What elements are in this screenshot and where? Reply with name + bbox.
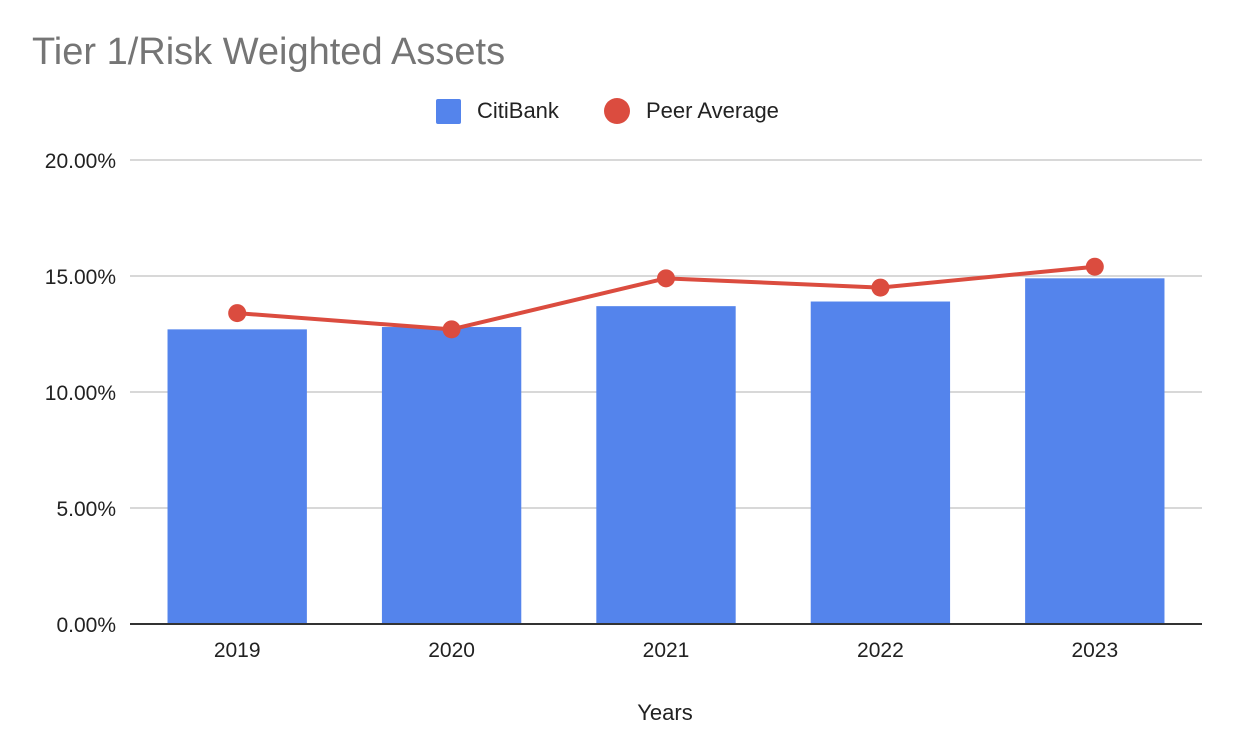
y-tick-label: 0.00% (56, 614, 116, 637)
y-tick-label: 15.00% (45, 266, 116, 289)
x-axis-tick-labels: 2019 2020 2021 2022 2023 (214, 639, 1118, 662)
x-tick-label: 2023 (1071, 639, 1118, 662)
x-tick-label: 2021 (643, 639, 690, 662)
point-peer-average-2020 (442, 320, 461, 339)
legend-label-peer-average: Peer Average (646, 98, 779, 123)
y-axis-tick-labels: 0.00% 5.00% 10.00% 15.00% 20.00% (45, 150, 116, 637)
y-tick-label: 20.00% (45, 150, 116, 173)
x-tick-label: 2022 (857, 639, 904, 662)
bar-citibank-2020 (381, 327, 522, 624)
bars-citibank (167, 278, 1165, 624)
bar-citibank-2021 (596, 306, 736, 624)
point-peer-average-2021 (657, 269, 675, 288)
legend-label-citibank: CitiBank (477, 98, 560, 123)
bar-citibank-2023 (1025, 278, 1165, 624)
point-peer-average-2022 (871, 278, 890, 297)
legend: CitiBank Peer Average (436, 98, 779, 124)
bar-citibank-2019 (167, 329, 307, 624)
x-axis-title: Years (637, 700, 692, 725)
y-tick-label: 5.00% (56, 498, 116, 521)
x-tick-label: 2019 (214, 639, 261, 662)
series-peer-average (228, 257, 1104, 339)
legend-marker-peer-average (604, 98, 630, 124)
x-tick-label: 2020 (428, 639, 475, 662)
legend-swatch-citibank (436, 99, 461, 124)
chart-title: Tier 1/Risk Weighted Assets (32, 31, 505, 73)
bar-citibank-2022 (810, 301, 951, 624)
point-peer-average-2019 (228, 304, 247, 323)
y-tick-label: 10.00% (45, 382, 116, 405)
point-peer-average-2023 (1085, 257, 1104, 276)
